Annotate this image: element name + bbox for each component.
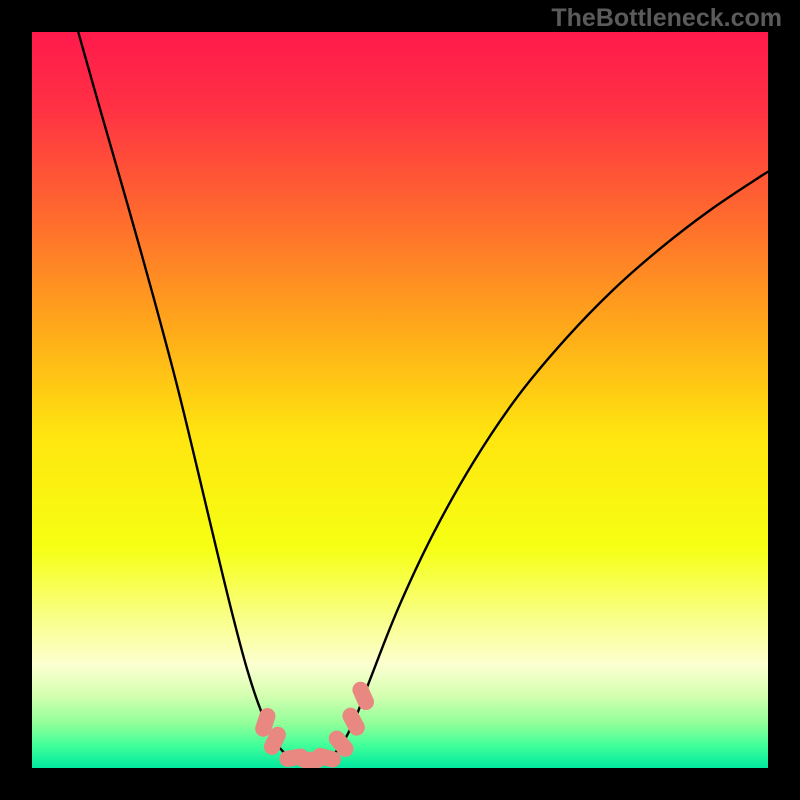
gradient-background	[32, 32, 768, 768]
plot-svg	[32, 32, 768, 768]
watermark-text: TheBottleneck.com	[551, 4, 782, 33]
plot-area	[32, 32, 768, 768]
figure-canvas: TheBottleneck.com	[0, 0, 800, 800]
